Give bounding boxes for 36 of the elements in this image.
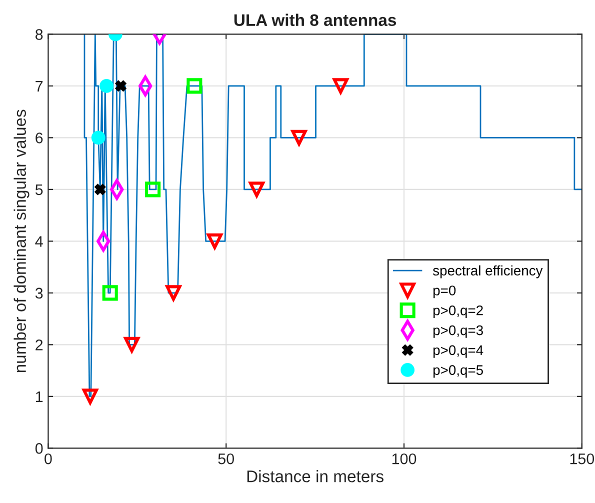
x-tick-label: 0 — [44, 453, 52, 464]
legend-label: p>0,q=4 — [433, 345, 484, 358]
y-tick-label: 8 — [36, 29, 43, 40]
legend-label: p>0,q=2 — [433, 305, 483, 318]
y-tick-label: 5 — [35, 184, 43, 196]
point — [166, 285, 182, 301]
point — [100, 79, 114, 93]
y-tick-label: 1 — [36, 391, 43, 402]
y-tick-label: 7 — [36, 80, 43, 92]
x-axis-title: Distance in meters — [247, 470, 384, 482]
point — [94, 184, 106, 195]
point — [91, 130, 106, 145]
point — [291, 130, 307, 146]
x-tick-label: 150 — [570, 453, 594, 464]
point — [206, 233, 222, 249]
point — [248, 182, 264, 198]
legend-label: p=0 — [433, 286, 456, 298]
y-tick-label: 3 — [35, 288, 43, 299]
x-tick-label: 50 — [218, 453, 234, 464]
legend-label: spectral efficiency — [432, 265, 543, 278]
point — [145, 182, 161, 198]
point — [102, 285, 118, 301]
point — [186, 78, 202, 94]
legend-label: p>0,q=5 — [433, 365, 483, 378]
y-tick-label: 0 — [35, 443, 43, 454]
y-tick-label: 4 — [35, 236, 43, 247]
point — [332, 78, 348, 94]
point — [115, 80, 126, 92]
x-tick-label: 100 — [392, 453, 416, 464]
y-tick-label: 2 — [36, 340, 43, 350]
chart-title: ULA with 8 antennas — [234, 14, 396, 26]
y-tick-label: 6 — [36, 132, 43, 144]
point — [82, 388, 98, 404]
y-axis-title: number of dominant singular values — [14, 110, 30, 372]
legend-label: p>0,q=3 — [433, 325, 483, 338]
point — [124, 336, 140, 352]
